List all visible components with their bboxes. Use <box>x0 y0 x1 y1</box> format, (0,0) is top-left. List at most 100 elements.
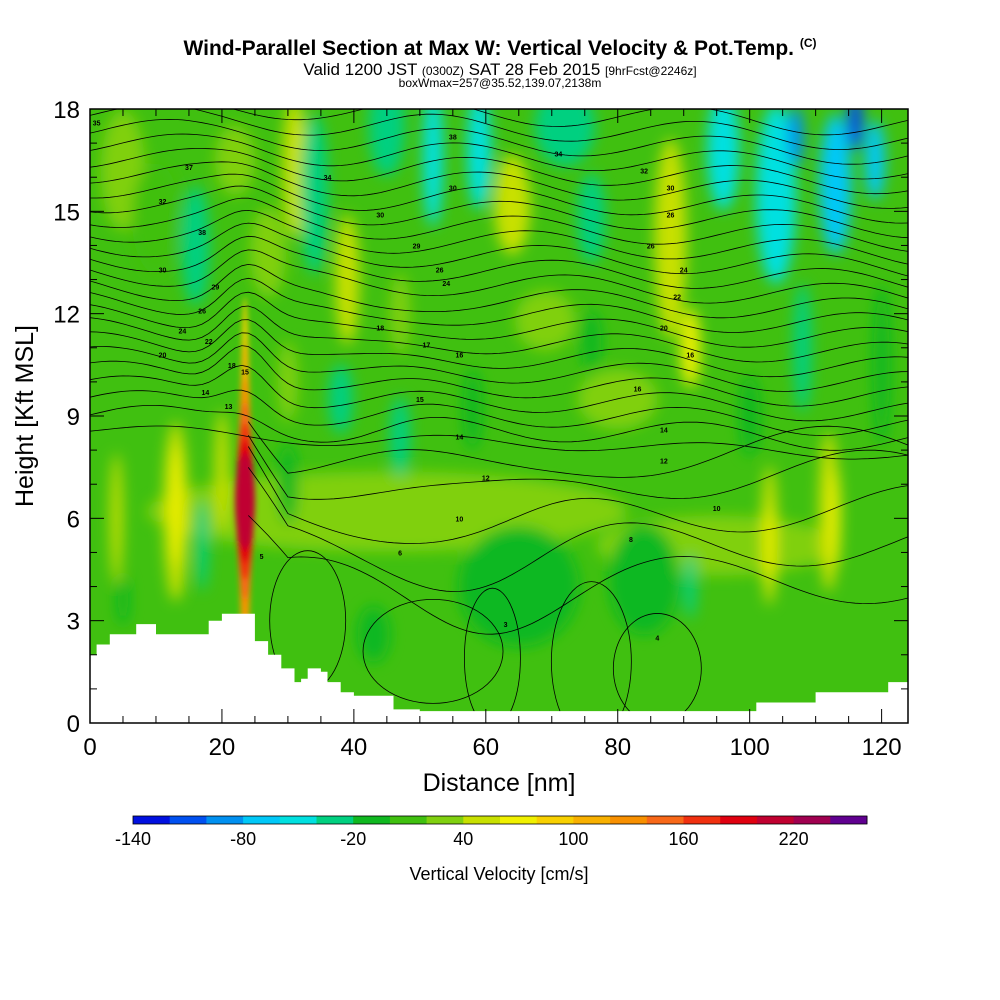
velocity-cell <box>423 109 444 227</box>
colorbar-tick-label: 40 <box>453 829 473 849</box>
velocity-cell <box>707 109 740 210</box>
velocity-cell <box>830 468 841 569</box>
theta-contour <box>247 467 908 592</box>
theta-contour <box>90 291 908 348</box>
y-tick-label: 15 <box>53 199 80 226</box>
contour-label: 16 <box>456 353 464 360</box>
colorbar-swatch <box>463 816 501 824</box>
theta-contour <box>90 222 908 277</box>
colorbar-swatch <box>169 816 207 824</box>
contour-label: 22 <box>673 295 681 302</box>
contour-label: 34 <box>324 175 332 182</box>
colorbar-tick-label: 100 <box>558 829 588 849</box>
colorbar-swatch <box>500 816 538 824</box>
copyright-mark: (C) <box>799 36 817 50</box>
velocity-cell <box>515 290 576 351</box>
colorbar-swatch <box>133 816 171 824</box>
velocity-cell <box>847 109 864 151</box>
contour-label: 14 <box>456 434 464 441</box>
theta-contour <box>248 515 908 635</box>
contour-label: 12 <box>482 475 490 482</box>
theta-contour <box>90 133 908 180</box>
contour-label: 26 <box>667 213 675 220</box>
contour-label: 14 <box>660 428 668 435</box>
theta-contour <box>90 319 908 378</box>
colorbar-swatch <box>353 816 391 824</box>
contour-label: 24 <box>178 329 186 336</box>
theta-contour <box>90 277 908 333</box>
velocity-cell <box>756 109 797 285</box>
terrain-profile <box>90 613 908 723</box>
theta-closed-contour <box>550 581 632 723</box>
theta-contour <box>90 148 908 195</box>
contour-label: 16 <box>634 387 642 394</box>
contour-label: 18 <box>376 325 384 332</box>
contour-label: 32 <box>640 168 648 175</box>
theta-contour <box>90 185 908 239</box>
contour-label: 24 <box>680 267 688 274</box>
velocity-cell <box>116 575 129 626</box>
y-tick-label: 0 <box>67 711 80 738</box>
contour-label: 38 <box>449 134 457 141</box>
velocity-cell <box>873 284 890 445</box>
y-tick-label: 3 <box>67 609 80 636</box>
velocity-cell <box>131 163 180 274</box>
velocity-cell <box>534 109 595 167</box>
colorbar-swatch <box>243 816 281 824</box>
theta-contour <box>90 389 908 437</box>
contour-label: 8 <box>629 537 633 544</box>
chart-title: Wind-Parallel Section at Max W: Vertical… <box>0 36 1000 61</box>
velocity-cell <box>357 606 390 663</box>
forecast-tag: [9hrFcst@2246z] <box>605 64 697 78</box>
colorbar-tick-label: -20 <box>340 829 366 849</box>
contour-label: 14 <box>202 390 210 397</box>
chart-subtitle: Valid 1200 JST (0300Z) SAT 28 Feb 2015 [… <box>0 61 1000 80</box>
chart-title-text: Wind-Parallel Section at Max W: Vertical… <box>183 37 794 60</box>
contour-label: 12 <box>660 458 668 465</box>
contour-label: 15 <box>416 397 424 404</box>
velocity-cell <box>390 396 411 477</box>
x-tick-label: 20 <box>209 734 236 761</box>
theta-contour <box>90 109 908 150</box>
contour-label: 13 <box>225 404 233 411</box>
theta-closed-contour <box>612 613 702 723</box>
theta-contour <box>90 197 908 252</box>
theta-contour <box>90 209 908 265</box>
contour-label: 30 <box>667 185 675 192</box>
velocity-cell <box>328 363 353 434</box>
x-tick-label: 60 <box>472 734 499 761</box>
contour-label: 10 <box>713 506 721 513</box>
velocity-cell <box>277 341 298 422</box>
colorbar-swatch <box>793 816 831 824</box>
contour-label: 26 <box>436 267 444 274</box>
terrain <box>90 613 908 723</box>
colorbar-swatch <box>279 816 317 824</box>
theta-contour <box>90 173 908 224</box>
colorbar-swatch <box>426 816 464 824</box>
contour-label: 26 <box>198 308 206 315</box>
colorbar-swatch <box>206 816 244 824</box>
contour-label: 22 <box>205 339 213 346</box>
max-updraft-core <box>235 296 255 706</box>
colorbar-swatch <box>646 816 684 824</box>
colorbar-swatch <box>720 816 758 824</box>
velocity-cell <box>110 453 123 584</box>
velocity-cell <box>793 282 812 413</box>
contour-label: 29 <box>211 284 219 291</box>
contour-label: 30 <box>159 267 167 274</box>
theta-contour <box>90 118 908 165</box>
y-tick-label: 6 <box>67 506 80 533</box>
colorbar-tick-label: 220 <box>779 829 809 849</box>
velocity-cell <box>581 310 602 371</box>
theta-contour <box>90 345 908 407</box>
velocity-cell <box>181 185 210 306</box>
velocity-cell <box>680 307 701 388</box>
colorbar-swatch <box>536 816 574 824</box>
contour-labels: 3537323830292624222018151413534302926241… <box>93 121 721 643</box>
axes: 0 20 40 60 80 100 120 0 3 6 9 12 15 18 <box>53 97 908 761</box>
contour-label: 29 <box>413 243 421 250</box>
x-tick-label: 40 <box>341 734 368 761</box>
velocity-cell <box>787 109 804 167</box>
contour-label: 37 <box>185 165 193 172</box>
contour-label: 32 <box>159 199 167 206</box>
